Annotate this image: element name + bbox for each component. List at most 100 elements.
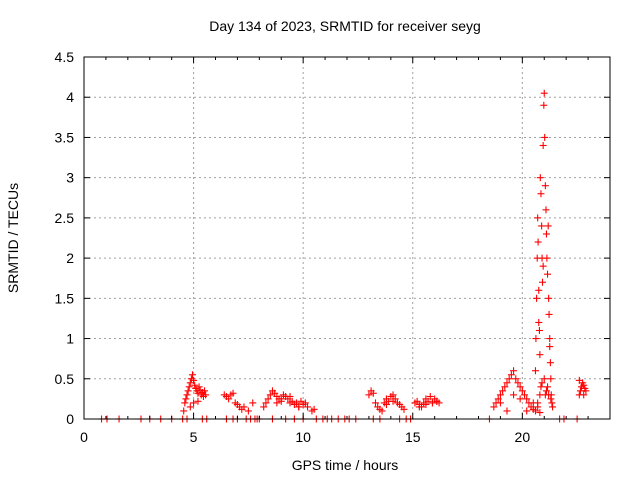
grid-lines [84,57,610,419]
data-point [188,371,196,379]
data-point [260,403,268,411]
data-point [365,391,373,399]
data-point [532,335,540,343]
data-point [545,310,553,318]
data-point [544,270,552,278]
data-point [499,387,507,395]
data-point [538,222,546,230]
data-point [516,395,524,403]
y-tick-label: 3 [66,170,74,186]
data-point [191,381,199,389]
data-point [185,383,193,391]
data-point [262,399,270,407]
y-tick-label: 2 [66,250,74,266]
data-point [531,367,539,375]
data-point [533,294,541,302]
data-point [534,238,542,246]
data-point [575,376,583,384]
data-point [378,407,386,415]
data-point [369,389,377,397]
data-point [535,327,543,335]
data-point [534,399,542,407]
data-point [490,403,498,411]
data-point [547,395,555,403]
data-point [549,403,557,411]
data-point [512,375,520,383]
data-point [546,335,554,343]
data-point [582,387,590,395]
data-point [537,383,545,391]
data-point [225,395,233,403]
data-point [536,409,544,417]
data-point [301,399,309,407]
data-point [293,399,301,407]
data-point [535,318,543,326]
y-tick-label: 2.5 [55,210,75,226]
data-point [543,254,551,262]
x-axis-label: GPS time / hours [292,457,399,473]
data-point [229,389,237,397]
x-tick-label: 15 [405,429,421,445]
data-point [514,379,522,387]
y-axis-label: SRMTID / TECUs [5,183,21,293]
data-point [295,403,303,411]
chart-title: Day 134 of 2023, SRMTID for receiver sey… [209,18,481,34]
data-point [249,399,257,407]
data-point [510,391,518,399]
data-point [542,230,550,238]
data-point [540,375,548,383]
data-point [190,376,198,384]
data-point [240,403,248,411]
data-point [304,403,312,411]
data-point [523,407,531,415]
y-tick-label: 1.5 [55,290,75,306]
data-point [186,403,194,411]
data-point [534,214,542,222]
data-point [428,399,436,407]
x-tick-label: 0 [80,429,88,445]
data-point [518,387,526,395]
data-point [195,383,203,391]
data-point [182,395,190,403]
data-point [389,397,397,405]
data-point [542,206,550,214]
data-points [98,89,590,423]
y-tick-label: 3.5 [55,129,75,145]
data-point [277,395,285,403]
data-point [190,399,198,407]
data-point [422,401,430,409]
data-point [538,278,546,286]
data-point [542,387,550,395]
data-point [273,399,281,407]
x-tick-label: 5 [190,429,198,445]
data-point [503,379,511,387]
plot-frame [83,56,611,420]
data-point [580,391,588,399]
data-point [371,399,379,407]
data-point [546,359,554,367]
y-tick-label: 4 [66,89,74,105]
data-point [496,391,504,399]
data-point [547,375,555,383]
data-point [264,395,272,403]
x-tick-label: 20 [515,429,531,445]
data-point [494,395,502,403]
data-point [201,387,209,395]
data-point [546,343,554,351]
y-tick-label: 0.5 [55,371,75,387]
axis-ticks [83,56,611,420]
data-point [540,101,548,109]
data-point [539,262,547,270]
data-point [496,399,504,407]
data-point [389,391,397,399]
data-point [433,397,441,405]
data-point [184,387,192,395]
data-point [536,174,544,182]
data-point [266,391,274,399]
data-point [505,375,513,383]
data-point [503,407,511,415]
y-tick-label: 0 [66,411,74,427]
data-point [310,405,318,413]
data-point [244,407,252,415]
data-point [521,391,529,399]
